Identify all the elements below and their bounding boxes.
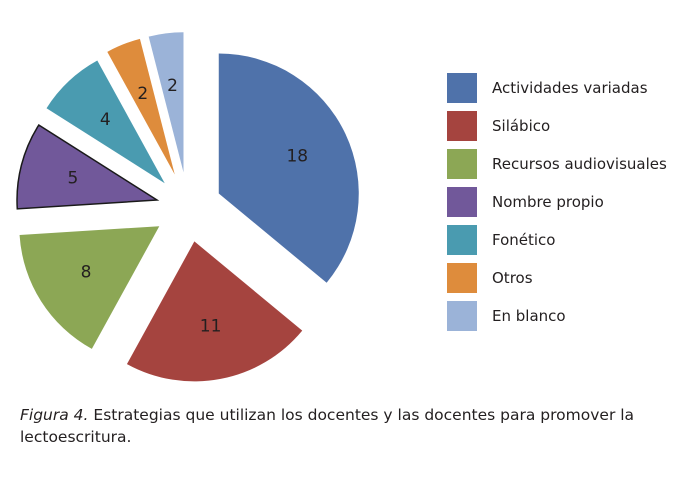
legend-item-actividades-variadas: Actividades variadas <box>447 72 687 104</box>
data-label-recursos-audiovisuales: 8 <box>81 263 92 283</box>
legend-label: Actividades variadas <box>492 79 648 97</box>
legend-item-recursos-audiovisuales: Recursos audiovisuales <box>447 148 687 180</box>
figure-caption: Figura 4. Estrategias que utilizan los d… <box>20 404 686 448</box>
legend-swatch <box>447 225 477 255</box>
legend-item-silabico: Silábico <box>447 110 687 142</box>
pie-slice-nombre-propio <box>16 123 160 210</box>
caption-text: Estrategias que utilizan los docentes y … <box>20 406 635 446</box>
legend-swatch <box>447 73 477 103</box>
chart-legend: Actividades variadas Silábico Recursos aud… <box>447 72 687 338</box>
pie-slice-recursos-audiovisuales <box>19 226 160 349</box>
pie-slice-en-blanco <box>148 32 184 173</box>
legend-label: En blanco <box>492 307 566 325</box>
legend-label: Nombre propio <box>492 193 604 211</box>
legend-item-nombre-propio: Nombre propio <box>447 186 687 218</box>
figure-label: Figura 4. <box>20 406 89 424</box>
legend-swatch <box>447 301 477 331</box>
legend-swatch <box>447 149 477 179</box>
data-label-otros: 2 <box>137 84 148 104</box>
pie-slice-actividades-variadas <box>218 53 359 283</box>
pie-slice-fonetico <box>46 60 165 184</box>
pie-slice-silabico <box>126 241 303 382</box>
legend-label: Fonético <box>492 231 556 249</box>
data-label-en-blanco: 2 <box>167 76 178 96</box>
legend-label: Recursos audiovisuales <box>492 155 667 173</box>
data-label-fonetico: 4 <box>100 110 111 130</box>
pie-chart: 18 11 8 5 4 2 2 <box>16 32 359 382</box>
legend-swatch <box>447 187 477 217</box>
data-label-silabico: 11 <box>200 317 222 337</box>
legend-swatch <box>447 111 477 141</box>
pie-slice-otros <box>107 38 175 175</box>
data-label-actividades-variadas: 18 <box>286 147 308 167</box>
legend-swatch <box>447 263 477 293</box>
data-label-nombre-propio: 5 <box>67 169 78 189</box>
legend-item-fonetico: Fonético <box>447 224 687 256</box>
legend-item-en-blanco: En blanco <box>447 300 687 332</box>
legend-item-otros: Otros <box>447 262 687 294</box>
legend-label: Otros <box>492 269 533 287</box>
legend-label: Silábico <box>492 117 551 135</box>
